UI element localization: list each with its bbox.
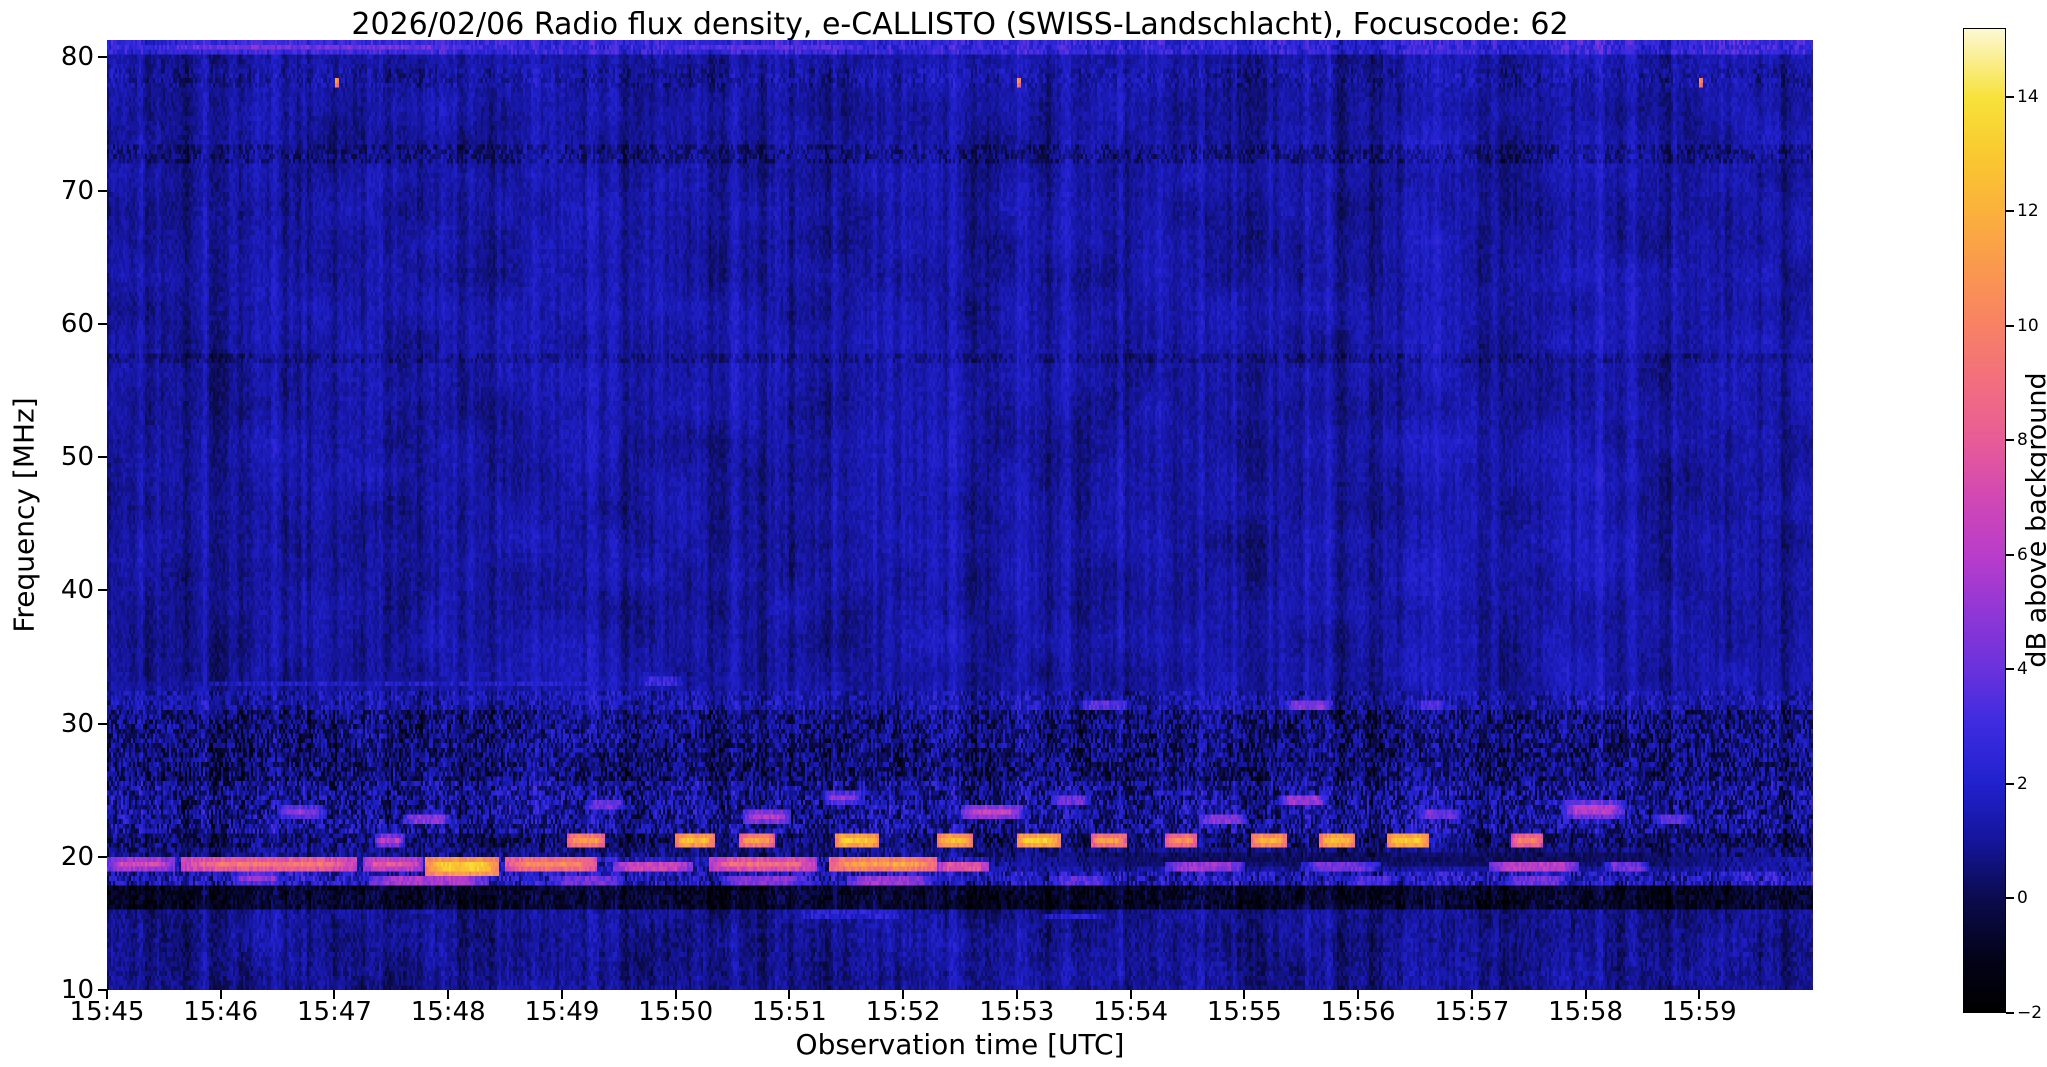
- colorbar-tick-label: 14: [2017, 86, 2039, 107]
- y-tick-label: 20: [60, 841, 94, 872]
- colorbar-tick-label: 8: [2017, 430, 2028, 451]
- y-tick-label: 70: [60, 175, 94, 206]
- x-tick-label: 15:58: [1548, 997, 1623, 1027]
- x-tick-mark: [1243, 990, 1246, 999]
- x-tick-label: 15:47: [296, 997, 372, 1027]
- x-tick-mark: [1470, 990, 1473, 999]
- colorbar-tick-mark: [2006, 95, 2014, 98]
- x-tick-label: 15:53: [979, 997, 1055, 1027]
- y-tick-label: 50: [60, 442, 94, 473]
- y-tick-mark: [98, 722, 107, 725]
- x-tick-label: 15:50: [638, 997, 714, 1027]
- x-tick-mark: [219, 990, 222, 999]
- colorbar-tick-label: 6: [2017, 544, 2028, 565]
- x-tick-mark: [447, 990, 450, 999]
- y-tick-label: 30: [60, 708, 94, 739]
- x-tick-label: 15:54: [1093, 997, 1169, 1027]
- x-tick-mark: [1015, 990, 1018, 999]
- colorbar-tick-label: 10: [2017, 315, 2039, 336]
- x-tick-mark: [902, 990, 905, 999]
- colorbar-tick-mark: [2006, 1012, 2014, 1014]
- y-tick-mark: [98, 456, 107, 459]
- x-tick-mark: [674, 990, 677, 999]
- colorbar-tick-mark: [2006, 668, 2014, 671]
- x-tick-label: 15:59: [1661, 997, 1737, 1027]
- colorbar-tick-mark: [2006, 553, 2014, 556]
- y-tick-label: 40: [60, 575, 94, 606]
- x-tick-mark: [106, 990, 108, 999]
- x-tick-label: 15:56: [1320, 997, 1396, 1027]
- colorbar-tick-mark: [2006, 439, 2014, 442]
- y-axis-label: Frequency [MHz]: [7, 397, 41, 633]
- chart-title: 2026/02/06 Radio flux density, e-CALLIST…: [351, 7, 1569, 42]
- x-tick-label: 15:57: [1434, 997, 1510, 1027]
- colorbar-tick-label: 12: [2017, 201, 2039, 222]
- y-tick-mark: [98, 322, 107, 325]
- y-tick-label: 10: [60, 975, 94, 1005]
- colorbar-tick-mark: [2006, 897, 2014, 900]
- y-tick-label: 60: [60, 308, 94, 339]
- colorbar-label: dB above background: [2021, 372, 2047, 668]
- colorbar-tick-label: −2: [2017, 1003, 2043, 1023]
- x-tick-mark: [1584, 990, 1587, 999]
- x-tick-mark: [333, 990, 336, 999]
- x-tick-mark: [1129, 990, 1132, 999]
- colorbar-tick-mark: [2006, 782, 2014, 785]
- x-tick-mark: [1357, 990, 1360, 999]
- colorbar-tick-label: 0: [2017, 888, 2028, 909]
- x-tick-label: 15:52: [865, 997, 941, 1027]
- x-tick-label: 15:46: [183, 997, 259, 1027]
- colorbar-gradient: [1963, 28, 2006, 1013]
- y-tick-mark: [98, 855, 107, 858]
- x-tick-label: 15:45: [69, 997, 145, 1027]
- colorbar-tick-mark: [2006, 210, 2014, 213]
- x-axis-label: Observation time [UTC]: [795, 1028, 1125, 1061]
- colorbar-tick-label: 2: [2017, 773, 2028, 794]
- y-tick-mark: [98, 589, 107, 592]
- y-tick-label: 80: [60, 42, 94, 73]
- y-tick-mark: [98, 56, 107, 59]
- x-tick-label: 15:51: [751, 997, 827, 1027]
- x-tick-mark: [788, 990, 791, 999]
- x-tick-mark: [560, 990, 563, 999]
- x-tick-label: 15:55: [1206, 997, 1282, 1027]
- x-tick-label: 15:48: [410, 997, 486, 1027]
- y-tick-mark: [98, 989, 107, 991]
- colorbar-tick-label: 4: [2017, 659, 2028, 680]
- spectrogram-heatmap: [107, 40, 1813, 990]
- y-tick-mark: [98, 189, 107, 192]
- x-tick-label: 15:49: [524, 997, 600, 1027]
- x-tick-mark: [1698, 990, 1701, 999]
- colorbar-tick-mark: [2006, 324, 2014, 327]
